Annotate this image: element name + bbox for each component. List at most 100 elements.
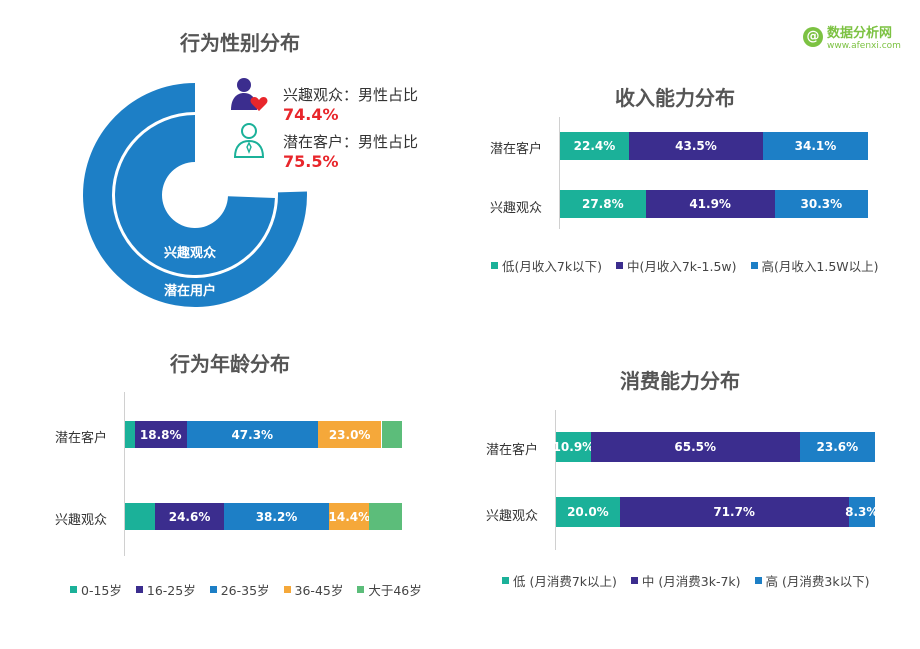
gender-annotation-1-text: 兴趣观众：男性占比 (283, 86, 419, 104)
brand-url: www.afenxi.com (827, 41, 901, 51)
gender-chart-title: 行为性别分布 (180, 31, 300, 55)
age-legend-label-2: 16-25岁 (146, 583, 196, 598)
consume-bar-1-segment-3: 23.6% (799, 432, 875, 462)
age-bar-1-segment-1 (125, 421, 135, 448)
age-legend: 0-15岁 16-25岁 26-35岁 36-45岁 大于46岁 (70, 580, 422, 599)
consume-chart-title: 消费能力分布 (620, 369, 740, 393)
age-bar-2-label-3: 38.2% (255, 509, 298, 524)
consume-legend-swatch-1 (502, 577, 509, 584)
income-category-label-1: 潜在客户 (490, 142, 543, 157)
age-legend-item-1: 0-15岁 (70, 580, 122, 599)
age-legend-swatch-4 (283, 586, 291, 593)
income-chart-title: 收入能力分布 (615, 86, 735, 110)
consume-bar-1-label-1: 10.9% (552, 440, 595, 454)
income-legend-item-3: 高(月收入1.5W以上) (750, 256, 879, 275)
consume-bar-2-label-2: 71.7% (713, 505, 755, 519)
consume-legend-label-2: 中 (月消费3k-7k) (641, 574, 741, 589)
age-legend-swatch-2 (135, 586, 143, 593)
age-bar-1-segment-2: 18.8% (134, 421, 187, 448)
income-bar-1-segment-2: 43.5% (628, 132, 763, 160)
income-bar-1-segment-1: 22.4% (560, 132, 629, 160)
consume-legend-item-1: 低 (月消费7k以上) (502, 571, 617, 590)
consume-axis-line (555, 410, 556, 550)
income-legend-label-1: 低(月收入7k以下) (502, 259, 602, 274)
age-legend-swatch-5 (357, 586, 365, 593)
consume-bar-2-segment-1: 20.0% (556, 497, 620, 527)
age-category-label-1: 潜在客户 (55, 431, 108, 446)
consume-legend-label-1: 低 (月消费7k以上) (513, 574, 617, 589)
income-bar-1-label-3: 34.1% (794, 139, 837, 153)
age-legend-item-3: 26-35岁 (209, 580, 270, 599)
age-bar-row-1: 18.8% 47.3% 23.0% (125, 421, 402, 448)
consume-bar-2-label-1: 20.0% (567, 505, 609, 519)
age-legend-item-2: 16-25岁 (135, 580, 196, 599)
age-bar-2-segment-4: 14.4% (328, 503, 371, 530)
income-legend-label-2: 中(月收入7k-1.5w) (626, 259, 737, 274)
age-bar-2-segment-5 (369, 503, 402, 530)
income-legend-swatch-3 (750, 262, 758, 269)
consume-legend-item-2: 中 (月消费3k-7k) (630, 571, 741, 590)
consume-bar-1-segment-2: 65.5% (590, 432, 800, 462)
age-legend-label-4: 36-45岁 (294, 583, 344, 598)
male-outline-icon (231, 120, 271, 160)
consume-bar-2-segment-2: 71.7% (619, 497, 849, 527)
income-bar-2-segment-3: 30.3% (774, 190, 868, 218)
age-bar-1-segment-4: 23.0% (317, 421, 382, 448)
age-legend-label-1: 0-15岁 (81, 583, 122, 598)
age-bar-1-label-2: 18.8% (139, 427, 182, 442)
income-axis-line (559, 117, 560, 229)
gender-ring-1-label: 兴趣观众 (164, 245, 216, 261)
consume-legend-item-3: 高 (月消费3k以下) (754, 571, 869, 590)
gender-ring-2-label: 潜在用户 (164, 283, 216, 299)
income-legend: 低(月收入7k以下) 中(月收入7k-1.5w) 高(月收入1.5W以上) (491, 256, 879, 275)
consume-category-label-1: 潜在客户 (486, 443, 539, 458)
consume-bar-2-segment-3: 8.3% (845, 497, 878, 527)
income-legend-swatch-2 (615, 262, 623, 269)
consume-legend-swatch-3 (754, 577, 762, 584)
brand-logo-icon: @ (803, 26, 823, 47)
consume-bar-row-2: 20.0% 71.7% 8.3% (556, 497, 878, 527)
income-bar-1-label-2: 43.5% (675, 139, 717, 153)
age-legend-swatch-3 (209, 586, 217, 593)
income-bar-2-segment-1: 27.8% (560, 190, 646, 218)
gender-annotation-1-value: 74.4% (283, 105, 339, 124)
age-bar-1-segment-3: 47.3% (186, 421, 318, 448)
consume-bar-1-segment-1: 10.9% (553, 432, 594, 462)
age-bar-1-label-4: 23.0% (328, 427, 371, 442)
income-bar-2-label-2: 41.9% (689, 197, 731, 211)
income-bar-row-1: 22.4% 43.5% 34.1% (560, 132, 868, 160)
income-legend-label-3: 高(月收入1.5W以上) (761, 259, 879, 274)
income-legend-item-1: 低(月收入7k以下) (491, 256, 602, 275)
income-bar-1-label-1: 22.4% (573, 139, 616, 153)
consume-bar-2-label-3: 8.3% (845, 505, 879, 519)
income-bar-2-label-3: 30.3% (800, 197, 843, 211)
brand-watermark: @ 数据分析网 www.afenxi.com (803, 22, 901, 51)
income-bar-2-segment-2: 41.9% (645, 190, 775, 218)
gender-ring-1-arc (115, 115, 275, 275)
age-chart-title: 行为年龄分布 (170, 352, 290, 376)
age-legend-label-5: 大于46岁 (368, 583, 422, 598)
age-legend-item-4: 36-45岁 (283, 580, 344, 599)
age-bar-2-label-2: 24.6% (168, 509, 211, 524)
age-legend-swatch-1 (70, 586, 77, 593)
consume-bar-1-label-2: 65.5% (674, 440, 717, 454)
income-bar-2-label-1: 27.8% (581, 197, 624, 211)
age-legend-item-5: 大于46岁 (357, 580, 422, 599)
age-bar-1-segment-5 (381, 421, 402, 448)
consume-legend: 低 (月消费7k以上) 中 (月消费3k-7k) 高 (月消费3k以下) (502, 571, 869, 590)
gender-annotation-2-value: 75.5% (283, 152, 339, 171)
income-bar-1-segment-3: 34.1% (762, 132, 868, 160)
income-category-label-2: 兴趣观众 (490, 201, 543, 216)
age-axis-line (124, 392, 125, 556)
consume-legend-swatch-2 (630, 577, 638, 584)
consume-bar-row-1: 10.9% 65.5% 23.6% (553, 432, 875, 462)
consume-bar-1-label-3: 23.6% (816, 440, 859, 454)
age-bar-row-2: 24.6% 38.2% 14.4% (125, 503, 402, 530)
age-category-label-2: 兴趣观众 (55, 513, 108, 528)
age-bar-2-segment-3: 38.2% (223, 503, 330, 530)
income-legend-swatch-1 (491, 262, 498, 269)
age-bar-2-label-4: 14.4% (328, 509, 371, 524)
income-bar-row-2: 27.8% 41.9% 30.3% (560, 190, 868, 218)
consume-category-label-2: 兴趣观众 (486, 509, 539, 524)
